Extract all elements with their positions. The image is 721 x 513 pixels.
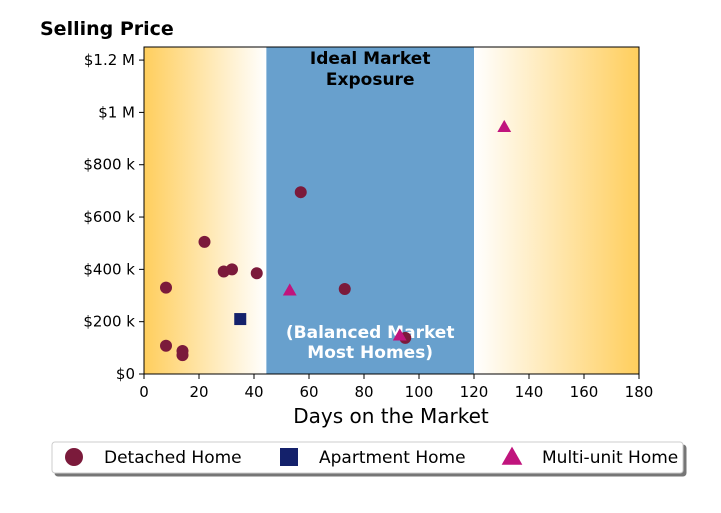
- x-tick-label-160: 160: [570, 383, 599, 401]
- point-detached-home-1: [160, 339, 172, 352]
- x-tick-label-0: 0: [139, 383, 149, 401]
- x-axis-title: Days on the Market: [293, 404, 489, 428]
- point-detached-home-0: [160, 281, 172, 294]
- x-tick-label-100: 100: [405, 383, 434, 401]
- plot-frame: [143, 46, 640, 375]
- chart-title: Selling Price: [40, 18, 174, 40]
- legend-label-apartment-home: Apartment Home: [319, 448, 466, 468]
- legend-label-multi-unit-home: Multi-unit Home: [542, 448, 678, 468]
- legend: Detached Home Apartment Home Multi-unit Ho…: [51, 441, 684, 474]
- x-tick-label-80: 80: [354, 383, 373, 401]
- band-label-bottom-line1: (Balanced Market: [286, 323, 455, 343]
- y-tick-label-600000: $600 k: [83, 208, 135, 226]
- y-tick-label-1000000: $1 M: [98, 103, 135, 121]
- x-tick-label-60: 60: [299, 383, 318, 401]
- x-tick-label-180: 180: [625, 383, 654, 401]
- y-tick-label-0: $0: [116, 365, 135, 383]
- legend-marker-detached-home: [65, 448, 83, 466]
- point-detached-home-4: [198, 235, 211, 248]
- plot-background: [144, 47, 639, 374]
- x-tick-label-40: 40: [244, 383, 263, 401]
- y-tick-label-200000: $200 k: [83, 313, 135, 331]
- legend-label-detached-home: Detached Home: [104, 448, 242, 468]
- legend-marker-multi-unit-home: [501, 446, 523, 465]
- y-axis: $0 $200 k $400 k $600 k $800 k $1 M $1.2 M: [83, 51, 144, 383]
- y-tick-label-800000: $800 k: [83, 156, 135, 174]
- legend-items: Detached Home Apartment Home Multi-unit Ho…: [65, 446, 678, 468]
- point-multi-unit-home-1: [392, 328, 407, 341]
- x-tick-label-140: 140: [515, 383, 544, 401]
- legend-marker-apartment-home: [280, 448, 298, 466]
- gradient-right-region: [474, 47, 639, 374]
- point-apartment-home-0: [234, 313, 247, 326]
- x-axis: 0 20 40 60 80 100 120 140 160 180: [139, 374, 653, 401]
- point-detached-home-3: [176, 349, 189, 362]
- ideal-exposure-band: [266, 47, 474, 374]
- point-detached-home-8: [294, 186, 307, 199]
- point-detached-home-7: [250, 267, 263, 280]
- y-tick-label-1200000: $1.2 M: [84, 51, 135, 69]
- y-tick-label-400000: $400 k: [83, 260, 135, 278]
- band-label-bottom-line2: Most Homes): [307, 343, 433, 363]
- point-detached-home-9: [338, 282, 351, 295]
- band-label-top-line2: Exposure: [326, 70, 415, 90]
- point-multi-unit-home-0: [282, 283, 297, 296]
- gradient-left-region: [144, 47, 267, 374]
- x-tick-label-20: 20: [189, 383, 208, 401]
- data-points: [160, 119, 512, 362]
- point-multi-unit-home-2: [497, 119, 512, 132]
- legend-box: [51, 441, 684, 474]
- x-tick-label-120: 120: [460, 383, 489, 401]
- band-label-top-line1: Ideal Market: [310, 49, 431, 69]
- point-detached-home-6: [226, 263, 238, 276]
